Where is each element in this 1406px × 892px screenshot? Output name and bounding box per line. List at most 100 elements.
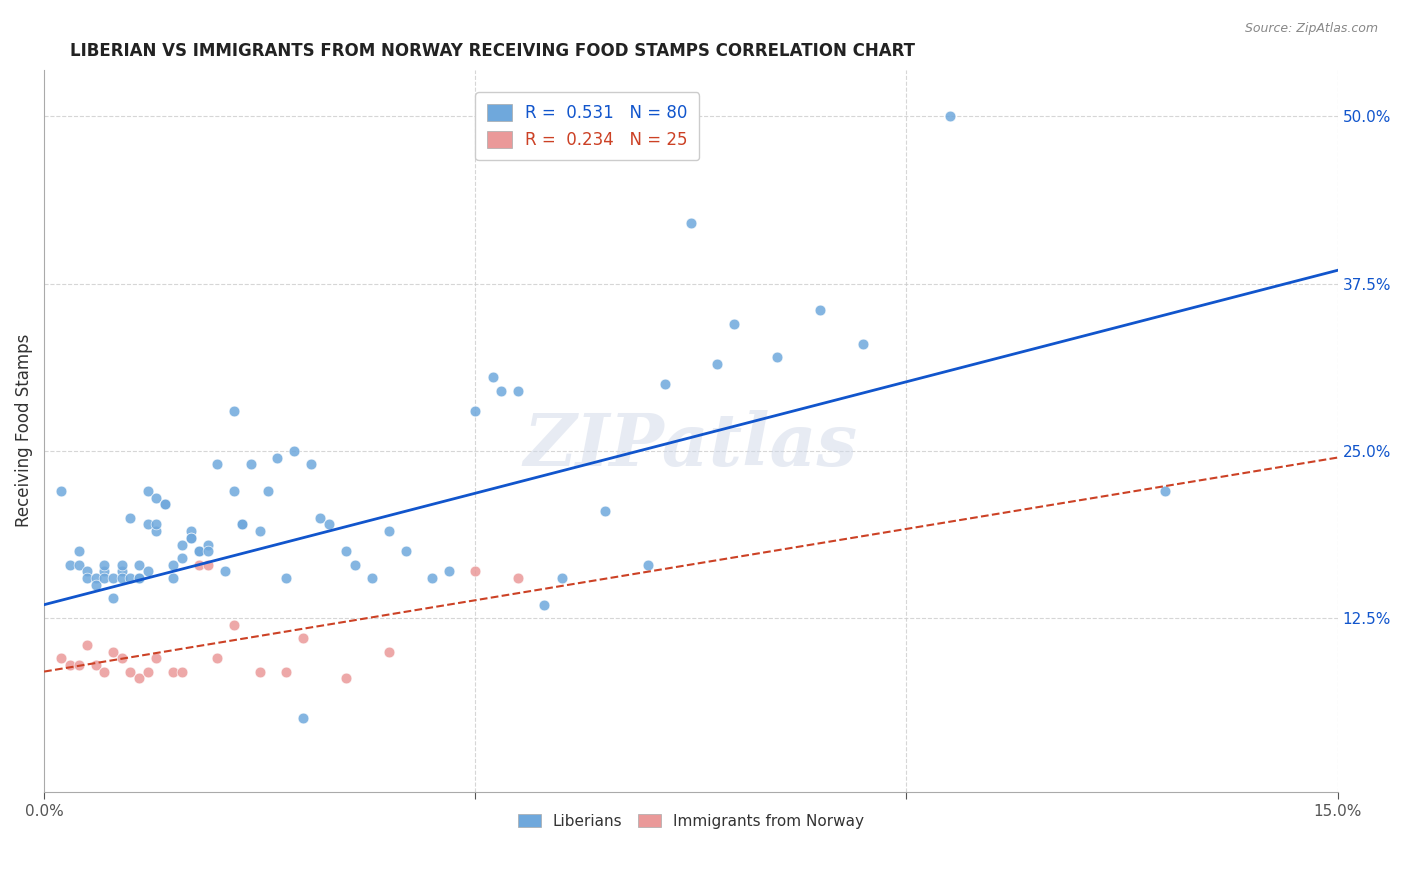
Point	[59, 657, 82, 672]
Point	[249, 665, 271, 679]
Point	[222, 403, 245, 417]
Point	[136, 564, 159, 578]
Point	[938, 110, 960, 124]
Point	[274, 665, 297, 679]
Point	[120, 510, 142, 524]
Point	[128, 571, 150, 585]
Point	[145, 491, 167, 505]
Point	[111, 651, 134, 665]
Point	[395, 544, 418, 558]
Point	[283, 443, 305, 458]
Point	[136, 517, 159, 532]
Point	[76, 638, 98, 652]
Point	[93, 571, 115, 585]
Point	[93, 558, 115, 572]
Point	[120, 571, 142, 585]
Point	[162, 571, 184, 585]
Point	[231, 517, 253, 532]
Point	[111, 571, 134, 585]
Point	[335, 544, 357, 558]
Point	[111, 558, 134, 572]
Point	[153, 497, 176, 511]
Point	[706, 357, 728, 371]
Point	[301, 457, 323, 471]
Point	[197, 544, 219, 558]
Point	[508, 571, 530, 585]
Point	[136, 665, 159, 679]
Point	[481, 370, 503, 384]
Point	[120, 665, 142, 679]
Point	[637, 558, 659, 572]
Legend: Liberians, Immigrants from Norway: Liberians, Immigrants from Norway	[512, 807, 870, 835]
Point	[153, 497, 176, 511]
Point	[343, 558, 366, 572]
Point	[188, 544, 211, 558]
Point	[679, 217, 702, 231]
Point	[464, 564, 486, 578]
Point	[489, 384, 512, 398]
Point	[76, 564, 98, 578]
Point	[318, 517, 340, 532]
Point	[67, 544, 90, 558]
Point	[335, 671, 357, 685]
Point	[550, 571, 572, 585]
Point	[291, 631, 314, 645]
Point	[51, 483, 73, 498]
Point	[59, 558, 82, 572]
Point	[51, 651, 73, 665]
Point	[360, 571, 382, 585]
Point	[162, 558, 184, 572]
Point	[172, 537, 194, 551]
Point	[84, 571, 107, 585]
Point	[180, 531, 202, 545]
Point	[128, 558, 150, 572]
Point	[111, 564, 134, 578]
Point	[723, 317, 745, 331]
Point	[67, 558, 90, 572]
Point	[291, 711, 314, 725]
Point	[188, 558, 211, 572]
Point	[197, 558, 219, 572]
Text: Source: ZipAtlas.com: Source: ZipAtlas.com	[1244, 22, 1378, 36]
Point	[266, 450, 288, 465]
Point	[249, 524, 271, 538]
Point	[439, 564, 461, 578]
Point	[508, 384, 530, 398]
Y-axis label: Receiving Food Stamps: Receiving Food Stamps	[15, 334, 32, 527]
Point	[654, 376, 676, 391]
Point	[101, 591, 124, 605]
Point	[93, 564, 115, 578]
Point	[593, 504, 616, 518]
Point	[808, 303, 831, 318]
Point	[162, 665, 184, 679]
Point	[222, 617, 245, 632]
Point	[205, 651, 228, 665]
Point	[231, 517, 253, 532]
Point	[1154, 483, 1177, 498]
Point	[197, 537, 219, 551]
Point	[172, 665, 194, 679]
Point	[188, 544, 211, 558]
Point	[180, 524, 202, 538]
Point	[93, 665, 115, 679]
Point	[145, 524, 167, 538]
Point	[852, 336, 875, 351]
Point	[180, 531, 202, 545]
Point	[101, 571, 124, 585]
Point	[76, 571, 98, 585]
Point	[145, 651, 167, 665]
Text: ZIPatlas: ZIPatlas	[524, 409, 858, 481]
Point	[766, 350, 789, 364]
Point	[214, 564, 236, 578]
Point	[240, 457, 263, 471]
Text: LIBERIAN VS IMMIGRANTS FROM NORWAY RECEIVING FOOD STAMPS CORRELATION CHART: LIBERIAN VS IMMIGRANTS FROM NORWAY RECEI…	[70, 42, 915, 60]
Point	[128, 571, 150, 585]
Point	[222, 483, 245, 498]
Point	[533, 598, 555, 612]
Point	[128, 671, 150, 685]
Point	[309, 510, 332, 524]
Point	[145, 517, 167, 532]
Point	[172, 550, 194, 565]
Point	[136, 483, 159, 498]
Point	[205, 457, 228, 471]
